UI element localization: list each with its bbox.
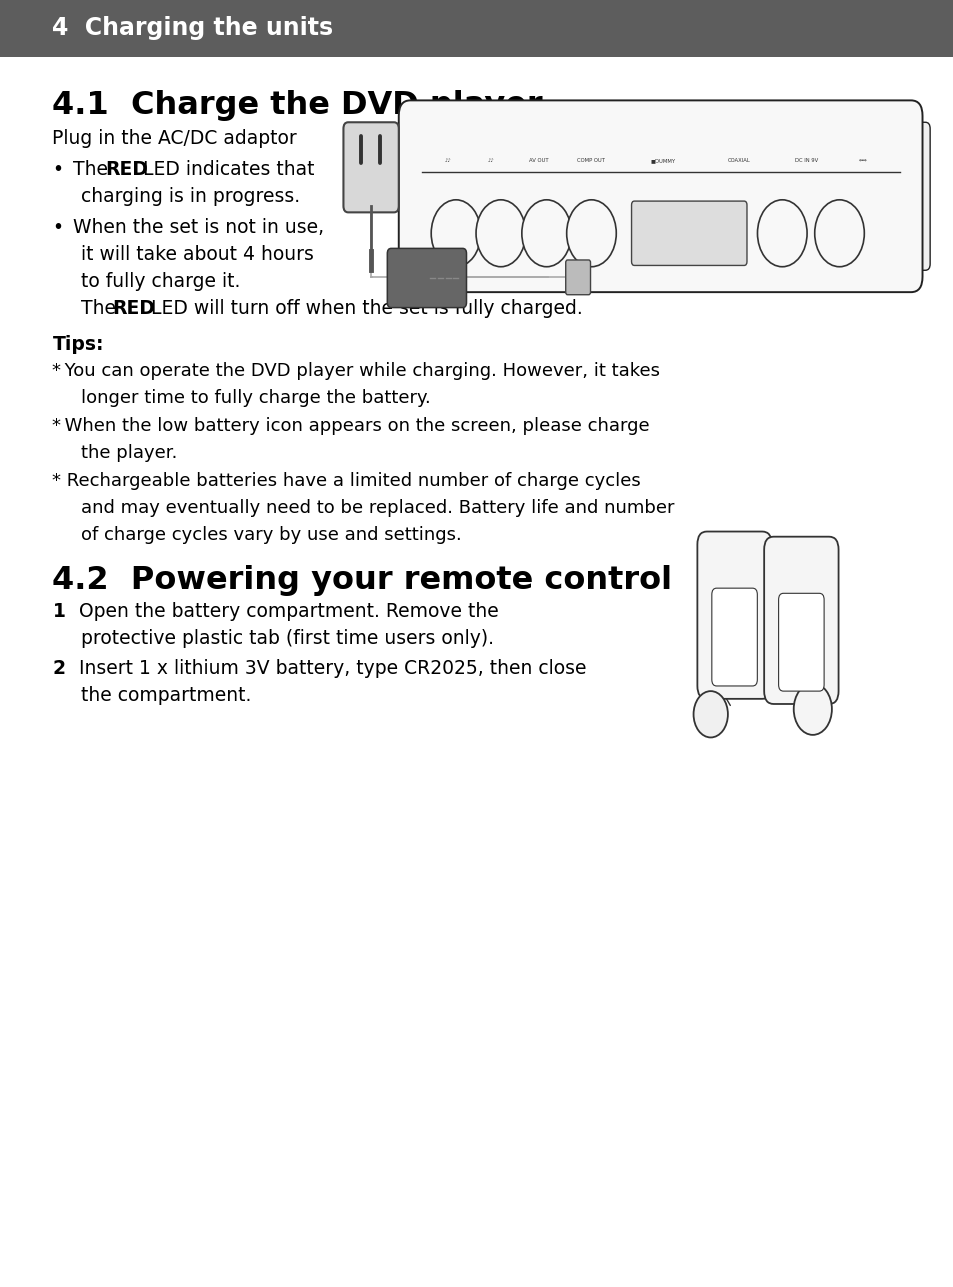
- FancyBboxPatch shape: [387, 248, 466, 308]
- Text: and may eventually need to be replaced. Battery life and number: and may eventually need to be replaced. …: [81, 499, 674, 517]
- Text: to fully charge it.: to fully charge it.: [81, 272, 240, 291]
- Text: ♪♪: ♪♪: [444, 158, 452, 163]
- Circle shape: [693, 691, 727, 737]
- Text: DC IN 9V: DC IN 9V: [794, 158, 817, 163]
- Circle shape: [757, 199, 806, 266]
- Text: LED indicates that: LED indicates that: [137, 160, 314, 179]
- Text: * When the low battery icon appears on the screen, please charge: * When the low battery icon appears on t…: [52, 417, 649, 435]
- Text: RED: RED: [105, 160, 148, 179]
- Text: it will take about 4 hours: it will take about 4 hours: [81, 245, 314, 264]
- Text: 2: 2: [52, 659, 66, 678]
- FancyBboxPatch shape: [398, 100, 922, 292]
- Text: 4.1  Charge the DVD player: 4.1 Charge the DVD player: [52, 90, 542, 121]
- FancyBboxPatch shape: [0, 0, 953, 57]
- Text: longer time to fully charge the battery.: longer time to fully charge the battery.: [81, 389, 431, 407]
- FancyBboxPatch shape: [631, 201, 746, 265]
- Text: ⇐⇒: ⇐⇒: [858, 158, 867, 163]
- Text: COAXIAL: COAXIAL: [727, 158, 750, 163]
- FancyBboxPatch shape: [763, 537, 838, 704]
- Text: ■DUMMY: ■DUMMY: [650, 158, 675, 163]
- Text: Plug in the AC/DC adaptor: Plug in the AC/DC adaptor: [52, 129, 297, 148]
- Text: •: •: [52, 160, 64, 179]
- Text: When the set is not in use,: When the set is not in use,: [73, 218, 324, 237]
- Text: the compartment.: the compartment.: [81, 686, 252, 705]
- Circle shape: [793, 683, 831, 735]
- Circle shape: [431, 199, 480, 266]
- Circle shape: [476, 199, 525, 266]
- Circle shape: [566, 199, 616, 266]
- FancyBboxPatch shape: [565, 260, 590, 295]
- Text: protective plastic tab (first time users only).: protective plastic tab (first time users…: [81, 629, 494, 649]
- Text: The: The: [81, 299, 122, 318]
- Text: of charge cycles vary by use and settings.: of charge cycles vary by use and setting…: [81, 526, 461, 544]
- Text: * Rechargeable batteries have a limited number of charge cycles: * Rechargeable batteries have a limited …: [52, 472, 640, 490]
- Text: RED: RED: [112, 299, 155, 318]
- FancyBboxPatch shape: [896, 122, 929, 270]
- Circle shape: [521, 199, 571, 266]
- Text: Open the battery compartment. Remove the: Open the battery compartment. Remove the: [79, 602, 498, 622]
- Text: charging is in progress.: charging is in progress.: [81, 187, 300, 206]
- Text: AV OUT: AV OUT: [529, 158, 548, 163]
- FancyBboxPatch shape: [711, 588, 757, 686]
- FancyBboxPatch shape: [343, 122, 398, 212]
- Text: the player.: the player.: [81, 444, 177, 462]
- Text: ♪♪: ♪♪: [487, 158, 495, 163]
- Circle shape: [814, 199, 863, 266]
- Text: 1: 1: [52, 602, 65, 622]
- Text: LED will turn off when the set is fully charged.: LED will turn off when the set is fully …: [145, 299, 582, 318]
- FancyBboxPatch shape: [697, 532, 771, 699]
- Text: Insert 1 x lithium 3V battery, type CR2025, then close: Insert 1 x lithium 3V battery, type CR20…: [79, 659, 586, 678]
- Text: 4.2  Powering your remote control: 4.2 Powering your remote control: [52, 565, 672, 596]
- Text: Tips:: Tips:: [52, 335, 104, 354]
- Text: The: The: [73, 160, 114, 179]
- Text: * You can operate the DVD player while charging. However, it takes: * You can operate the DVD player while c…: [52, 362, 659, 380]
- Text: COMP OUT: COMP OUT: [577, 158, 605, 163]
- Text: •: •: [52, 218, 64, 237]
- FancyBboxPatch shape: [778, 593, 823, 691]
- Text: 4  Charging the units: 4 Charging the units: [52, 17, 334, 40]
